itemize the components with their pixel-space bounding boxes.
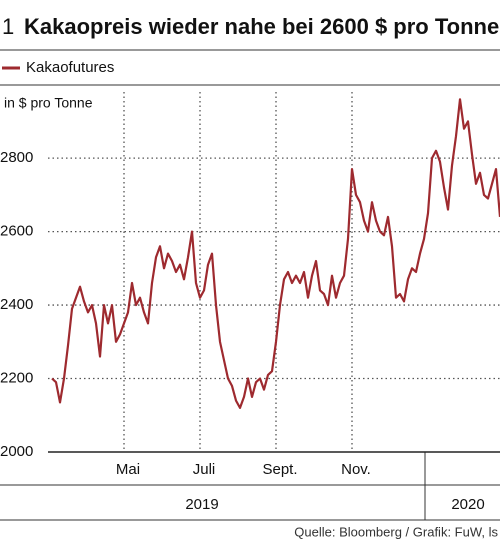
y-tick-label: 2600 [0,223,33,240]
chart-number: 1 [2,14,14,39]
y-tick-label: 2800 [0,149,33,166]
chart-title: Kakaopreis wieder nahe bei 2600 $ pro To… [24,14,499,39]
y-tick-label: 2000 [0,443,33,460]
data-line [51,98,500,409]
source: Quelle: Bloomberg / Grafik: FuW, ls [294,524,498,539]
x-tick-label: Mai [116,461,140,478]
x-tick-label: Juli [193,461,216,478]
x-tick-label: Nov. [341,461,371,478]
x-tick-label: Sept. [262,461,297,478]
year-label: 2019 [185,496,218,513]
year-label: 2020 [451,496,484,513]
legend-label: Kakaofutures [26,59,114,76]
y-tick-label: 2200 [0,369,33,386]
y-tick-label: 2400 [0,296,33,313]
y-axis-label: in $ pro Tonne [4,95,93,111]
